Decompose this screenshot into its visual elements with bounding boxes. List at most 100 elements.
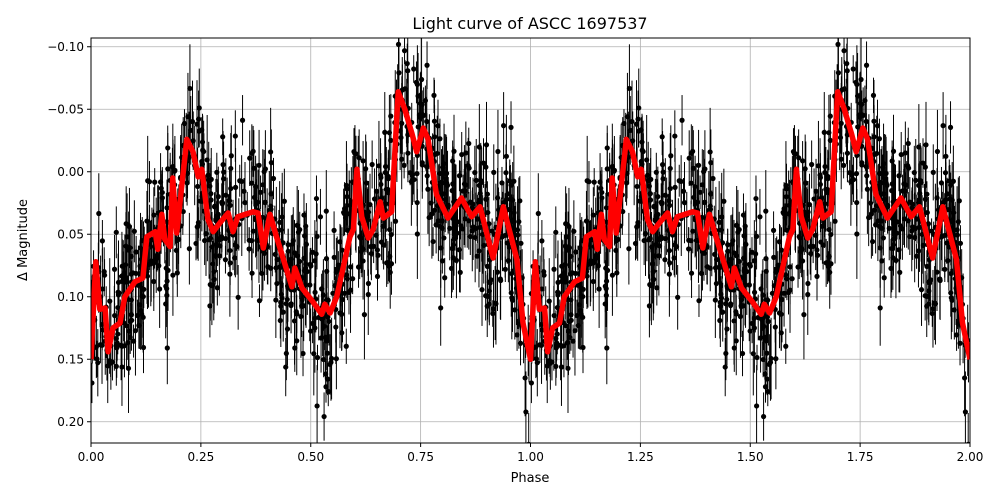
data-point <box>893 257 899 263</box>
data-point <box>361 312 368 318</box>
data-point <box>686 237 692 243</box>
data-point <box>114 344 120 351</box>
data-point <box>541 272 547 278</box>
data-point <box>228 185 234 192</box>
data-point <box>456 247 463 253</box>
data-point <box>171 168 178 174</box>
data-point <box>947 124 954 130</box>
data-point <box>809 161 815 168</box>
data-point <box>152 179 158 185</box>
data-point <box>96 210 102 217</box>
data-point <box>498 277 504 284</box>
data-point <box>431 134 438 140</box>
data-point <box>462 216 468 222</box>
data-point <box>753 233 760 240</box>
data-point <box>863 62 870 68</box>
data-point <box>508 290 514 296</box>
data-point <box>753 403 760 409</box>
data-point <box>484 293 491 300</box>
data-point <box>948 295 954 301</box>
data-point <box>901 216 908 222</box>
data-point <box>662 235 668 242</box>
data-point <box>580 344 586 351</box>
data-point <box>773 269 779 275</box>
data-point <box>508 124 514 130</box>
y-axis: −0.10 −0.05 0.00 0.05 0.10 0.15 0.20 <box>47 40 91 429</box>
data-point <box>268 149 274 155</box>
data-point <box>651 276 657 282</box>
data-point <box>568 317 574 323</box>
data-point <box>796 155 802 161</box>
data-point <box>626 85 633 92</box>
data-point <box>479 287 485 293</box>
data-point <box>283 350 289 357</box>
data-point <box>546 298 552 304</box>
data-point <box>754 354 760 361</box>
x-axis: 0.00 0.25 0.50 0.75 1.00 1.25 1.50 1.75 2.00 <box>78 443 983 464</box>
data-point <box>719 240 726 246</box>
data-point <box>281 198 287 204</box>
data-point <box>309 320 316 327</box>
data-point <box>626 246 632 252</box>
data-point <box>739 350 746 357</box>
data-point <box>741 233 747 239</box>
data-point <box>257 189 264 195</box>
data-point <box>659 134 665 140</box>
data-point <box>818 239 824 245</box>
data-point <box>559 263 565 269</box>
data-point <box>228 153 234 159</box>
data-point <box>483 164 489 170</box>
data-point <box>101 272 108 278</box>
data-point <box>165 166 171 172</box>
data-point <box>487 280 493 286</box>
data-point <box>476 144 482 150</box>
data-point <box>99 342 105 348</box>
data-point <box>838 156 844 162</box>
data-point <box>414 231 420 237</box>
data-point <box>850 66 856 72</box>
data-point <box>331 227 337 233</box>
data-point <box>123 279 129 285</box>
data-point <box>702 166 708 172</box>
data-point <box>256 298 263 304</box>
data-point <box>484 191 491 197</box>
data-point <box>418 76 425 83</box>
data-point <box>723 350 729 357</box>
data-point <box>792 151 799 157</box>
data-point <box>170 272 176 278</box>
data-point <box>385 186 391 193</box>
data-point <box>432 207 438 213</box>
data-point <box>492 300 498 306</box>
data-point <box>91 380 95 386</box>
data-point <box>698 270 705 277</box>
data-point <box>411 176 417 183</box>
data-point <box>516 321 522 327</box>
data-point <box>392 218 399 224</box>
data-point <box>578 293 584 299</box>
data-point <box>503 153 509 159</box>
data-point <box>139 293 145 299</box>
data-point <box>346 211 352 217</box>
data-point <box>227 202 233 208</box>
data-point <box>799 158 806 164</box>
data-point <box>924 191 930 197</box>
data-point <box>242 200 248 206</box>
data-point <box>213 241 220 248</box>
data-point <box>206 178 212 184</box>
data-point <box>930 169 936 175</box>
data-point <box>770 227 777 233</box>
data-point <box>876 136 883 142</box>
data-point <box>388 113 394 119</box>
data-point <box>799 246 805 252</box>
data-point <box>854 81 860 88</box>
data-point <box>466 165 472 171</box>
data-point <box>186 246 192 252</box>
data-point <box>883 170 889 176</box>
data-point <box>611 168 617 174</box>
data-point <box>451 148 457 154</box>
data-point <box>265 264 271 270</box>
data-point <box>301 212 307 218</box>
data-point <box>301 233 308 239</box>
data-point <box>300 350 306 357</box>
data-point <box>753 195 759 202</box>
